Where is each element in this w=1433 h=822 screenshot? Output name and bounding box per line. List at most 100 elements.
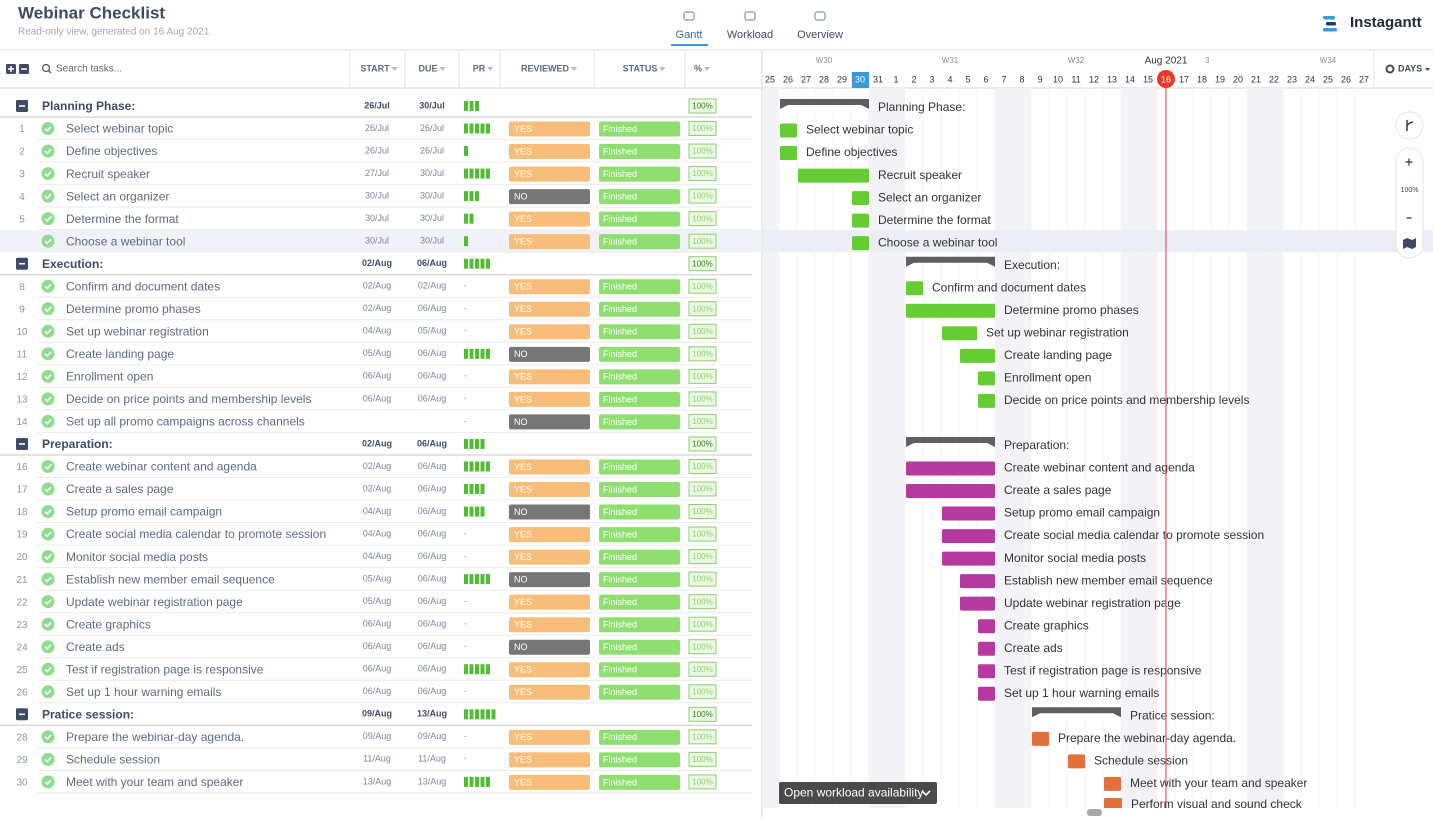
task-row[interactable]: 9 Determine promo phases 02/Aug 06/Aug - YES F… bbox=[19, 301, 752, 321]
task-bar[interactable] bbox=[960, 574, 995, 589]
tab[interactable]: Gantt bbox=[676, 11, 703, 41]
task-bar[interactable] bbox=[780, 146, 797, 161]
due-date: 06/Aug bbox=[418, 461, 447, 471]
task-row[interactable]: 19 Create social media calendar to promot… bbox=[16, 526, 752, 546]
task-row[interactable]: 28 Prepare the webinar-day agenda. 09/Aug 0… bbox=[16, 729, 752, 749]
scale-label[interactable]: DAYS bbox=[1398, 63, 1422, 73]
group-row[interactable]: Preparation: 02/Aug 06/Aug 100% bbox=[0, 436, 752, 456]
task-row[interactable]: 25 Test if registration page is responsiv… bbox=[16, 661, 752, 681]
day-label: 25 bbox=[1323, 74, 1333, 84]
due-date: 30/Jul bbox=[420, 168, 444, 178]
task-bar[interactable] bbox=[942, 326, 977, 341]
task-row[interactable]: 22 Update webinar registration page 05/Aug… bbox=[16, 594, 752, 614]
progress bbox=[464, 709, 496, 720]
task-bar[interactable] bbox=[1104, 776, 1121, 791]
task-bar[interactable] bbox=[852, 191, 869, 206]
due-date: 06/Aug bbox=[418, 664, 447, 674]
column-header[interactable]: DUE bbox=[418, 63, 437, 73]
task-row[interactable]: 14 Set up all promo campaigns across chan… bbox=[16, 413, 752, 433]
search-icon bbox=[48, 70, 52, 74]
scrollbar-thumb[interactable] bbox=[1087, 809, 1102, 816]
task-bar[interactable] bbox=[906, 281, 923, 296]
task-bar[interactable] bbox=[960, 348, 995, 363]
task-bar[interactable] bbox=[906, 461, 995, 476]
bar-label: Test if registration page is responsive bbox=[1004, 663, 1202, 677]
map-icon[interactable] bbox=[1403, 238, 1416, 249]
status-tag bbox=[599, 482, 680, 498]
due-date: 30/Jul bbox=[419, 100, 445, 110]
task-row[interactable]: 24 Create ads 06/Aug 06/Aug - NO Finished 100% bbox=[16, 639, 752, 659]
sort-icon bbox=[391, 67, 398, 71]
task-bar[interactable] bbox=[978, 619, 995, 634]
search-input[interactable]: Search tasks... bbox=[56, 64, 122, 75]
task-row[interactable]: 20 Monitor social media posts 04/Aug 06/Aug… bbox=[16, 549, 752, 569]
tab-label[interactable]: Gantt bbox=[676, 29, 703, 41]
row-number: 28 bbox=[16, 732, 28, 743]
task-row[interactable]: 26 Set up 1 hour warning emails 06/Aug 06/A… bbox=[16, 684, 752, 704]
task-bar[interactable] bbox=[978, 664, 995, 679]
tab-label[interactable]: Workload bbox=[727, 29, 773, 41]
status-label: Finished bbox=[603, 642, 637, 652]
task-bar[interactable] bbox=[942, 551, 995, 566]
task-row[interactable]: 12 Enrollment open 06/Aug 06/Aug - YES Finishe… bbox=[16, 368, 752, 388]
bar-label: Pratice session: bbox=[1130, 708, 1215, 722]
task-row[interactable]: 13 Decide on price points and membership … bbox=[16, 391, 752, 411]
task-bar[interactable] bbox=[906, 484, 995, 499]
task-bar[interactable] bbox=[852, 236, 869, 251]
task-row[interactable]: 23 Create graphics 06/Aug 06/Aug - YES Finishe… bbox=[16, 616, 752, 636]
column-header[interactable]: PR bbox=[473, 63, 486, 73]
task-row[interactable]: 5 Determine the format 30/Jul 30/Jul YES Fini… bbox=[19, 211, 752, 231]
task-bar[interactable] bbox=[978, 686, 995, 701]
task-row[interactable]: 18 Setup promo email campaign 04/Aug 06/Aug… bbox=[16, 504, 752, 524]
task-row[interactable]: 1 Select webinar topic 26/Jul 26/Jul YES Fini… bbox=[19, 121, 752, 141]
task-row[interactable]: 17 Create a sales page 02/Aug 06/Aug YES Fini… bbox=[16, 481, 752, 501]
group-row[interactable]: Planning Phase: 26/Jul 30/Jul 100% bbox=[0, 98, 752, 118]
zoom-in[interactable] bbox=[1405, 158, 1413, 166]
task-row[interactable]: 3 Recruit speaker 27/Jul 30/Jul YES Finished 1… bbox=[19, 166, 752, 186]
task-bar[interactable] bbox=[942, 506, 995, 521]
group-row[interactable]: Execution: 02/Aug 06/Aug 100% bbox=[0, 256, 752, 276]
expand-all[interactable] bbox=[6, 64, 16, 74]
reviewed-label: YES bbox=[514, 394, 532, 404]
group-row[interactable]: Pratice session: 09/Aug 13/Aug 100% bbox=[0, 706, 752, 726]
column-header[interactable]: REVIEWED bbox=[521, 63, 570, 73]
day-label: 26 bbox=[1341, 74, 1351, 84]
start-date: 26/Jul bbox=[364, 100, 390, 110]
button-label[interactable]: Open workload availability bbox=[784, 786, 923, 800]
task-row[interactable]: 8 Confirm and document dates 02/Aug 02/Aug -… bbox=[19, 278, 752, 298]
column-header[interactable]: STATUS bbox=[623, 63, 658, 73]
task-bar[interactable] bbox=[942, 529, 995, 544]
task-bar[interactable] bbox=[906, 303, 995, 318]
task-row[interactable]: 30 Meet with your team and speaker 13/Aug 1… bbox=[16, 774, 752, 794]
task-row[interactable]: Choose a webinar tool 30/Jul 30/Jul YES Fini… bbox=[38, 233, 752, 253]
task-row[interactable]: 16 Create webinar content and agenda 02/Au… bbox=[16, 458, 752, 478]
task-bar[interactable] bbox=[978, 371, 995, 386]
tab-label[interactable]: Overview bbox=[797, 29, 843, 41]
workload-button[interactable]: Open workload availability bbox=[779, 782, 937, 804]
task-row[interactable]: 29 Schedule session 11/Aug 11/Aug - YES Finish… bbox=[16, 751, 752, 771]
task-bar[interactable] bbox=[1104, 798, 1122, 812]
task-bar[interactable] bbox=[852, 213, 869, 228]
task-bar[interactable] bbox=[978, 641, 995, 656]
task-row[interactable]: 10 Set up webinar registration 04/Aug 05/Au… bbox=[16, 323, 752, 343]
task-row[interactable]: 11 Create landing page 05/Aug 06/Aug NO Finis… bbox=[17, 346, 752, 366]
column-header[interactable]: START bbox=[360, 63, 390, 73]
column-header[interactable]: % bbox=[694, 63, 702, 73]
task-row[interactable]: 2 Define objectives 26/Jul 26/Jul YES Finishe… bbox=[19, 143, 752, 163]
task-row[interactable]: 4 Select an organizer 30/Jul 30/Jul NO Finish… bbox=[19, 188, 752, 208]
task-bar[interactable] bbox=[960, 596, 995, 611]
task-bar[interactable] bbox=[1032, 731, 1049, 746]
reviewed-label: YES bbox=[514, 146, 532, 156]
task-bar[interactable] bbox=[780, 123, 797, 138]
task-bar[interactable] bbox=[798, 168, 869, 183]
tab[interactable]: Workload bbox=[727, 11, 773, 41]
collapse-all[interactable] bbox=[19, 64, 29, 74]
branch-button[interactable] bbox=[1395, 111, 1424, 140]
task-row[interactable]: 21 Establish new member email sequence 05/… bbox=[16, 571, 752, 591]
status-tag bbox=[599, 774, 680, 790]
progress-segment bbox=[469, 213, 474, 224]
task-bar[interactable] bbox=[1068, 754, 1085, 769]
task-bar[interactable] bbox=[978, 393, 995, 408]
tab[interactable]: Overview bbox=[797, 11, 843, 41]
scale-button[interactable]: DAYS bbox=[1385, 63, 1431, 74]
